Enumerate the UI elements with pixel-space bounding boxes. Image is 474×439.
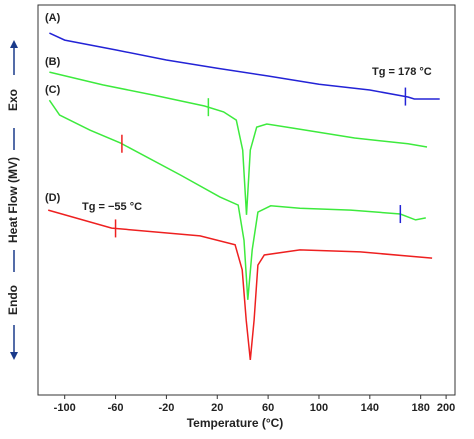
y-axis-label: Heat Flow (MV) (6, 157, 20, 243)
series-label: (A) (45, 12, 61, 24)
y-axis-label-group: Heat Flow (MV) Endo Exo (6, 40, 20, 360)
x-tick-label: -20 (158, 402, 174, 414)
plot-frame (37, 4, 456, 396)
x-tick-label: 180 (411, 402, 429, 414)
annotation: Tg = −55 °C (82, 201, 142, 213)
x-axis-label: Temperature (°C) (187, 416, 284, 430)
data-line (47, 209, 433, 360)
x-tick-label: 20 (211, 402, 223, 414)
series-label: (B) (45, 56, 61, 68)
arrow-head (10, 40, 18, 48)
x-tick-label: -100 (54, 402, 76, 414)
x-tick-label: 100 (310, 402, 328, 414)
series-label: (C) (45, 84, 61, 96)
y-high-label: Exo (6, 89, 20, 111)
x-tick-label: -60 (108, 402, 124, 414)
x-tick-label: 60 (262, 402, 274, 414)
arrow-head (10, 352, 18, 360)
x-tick-label: 140 (361, 402, 379, 414)
y-low-label: Endo (6, 285, 20, 315)
series-label: (D) (45, 192, 61, 204)
data-line (48, 99, 426, 300)
data-line (49, 32, 440, 100)
data-line (49, 71, 428, 215)
annotation: Tg = 178 °C (372, 66, 432, 78)
x-tick-label: 200 (437, 402, 455, 414)
